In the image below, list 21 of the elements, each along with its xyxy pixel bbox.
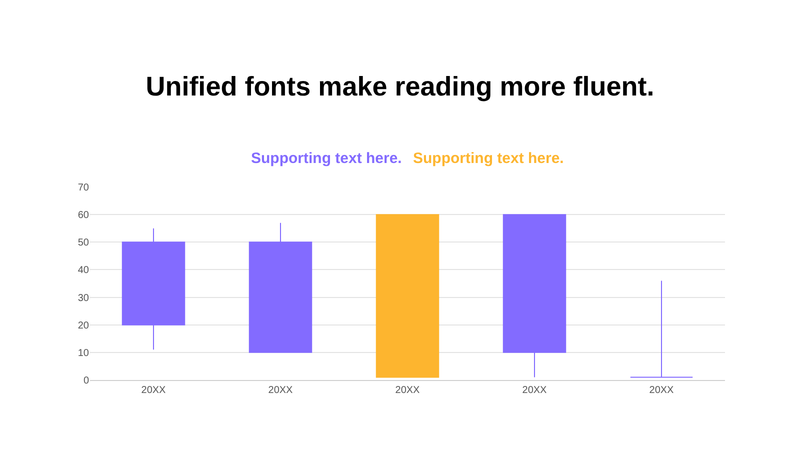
x-tick-label: 20XX xyxy=(395,385,420,396)
y-tick-label: 60 xyxy=(78,210,90,222)
x-tick-label: 20XX xyxy=(649,385,674,396)
candlestick xyxy=(630,280,694,378)
x-tick-label: 20XX xyxy=(268,385,294,396)
y-tick-label: 20 xyxy=(78,320,90,332)
chart-title: Unified fonts make reading more fluent. xyxy=(146,71,654,102)
candlestick xyxy=(376,214,440,378)
candlestick xyxy=(122,228,186,350)
text: Supporting text here. xyxy=(413,150,564,167)
text: Supporting text here. xyxy=(251,150,402,167)
y-tick-label: 40 xyxy=(78,265,90,276)
x-tick-label: 20XX xyxy=(141,385,166,396)
candlestick xyxy=(248,222,312,353)
x-tick-label: 20XX xyxy=(522,385,548,396)
y-tick-label: 10 xyxy=(78,348,90,359)
y-tick-label: 30 xyxy=(78,292,90,304)
y-tick-label: 50 xyxy=(78,238,90,249)
y-tick-label: 0 xyxy=(83,376,90,386)
y-tick-label: 70 xyxy=(78,182,90,194)
candlestick xyxy=(502,214,566,378)
